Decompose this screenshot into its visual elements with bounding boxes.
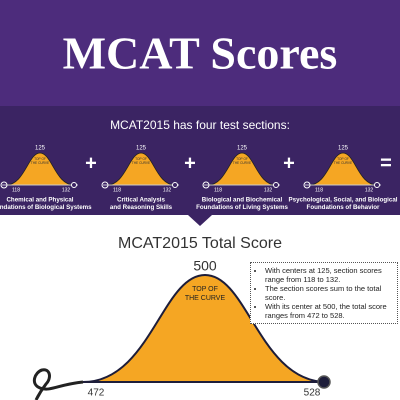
section-max: 132: [365, 187, 374, 193]
operator: +: [283, 152, 295, 174]
section-name: Foundations of Behavior: [307, 204, 380, 211]
title-band: [0, 0, 400, 106]
section-curve: [106, 152, 176, 186]
note: The section scores sum to the total scor…: [265, 284, 393, 302]
section-start: [101, 181, 109, 189]
note: With centers at 125, section scores rang…: [265, 266, 393, 284]
section-peak: THE CURVE: [233, 161, 251, 165]
notes-list: With centers at 125, section scores rang…: [255, 266, 393, 320]
section-peak: TOP OF: [135, 157, 147, 161]
page-title: MCAT Scores: [63, 28, 338, 79]
section-peak: TOP OF: [236, 157, 248, 161]
section-start: [0, 181, 8, 189]
section-peak: TOP OF: [337, 157, 349, 161]
section-center: 125: [35, 146, 46, 152]
sections-intro: MCAT2015 has four test sections:: [110, 118, 290, 132]
section-end: [374, 182, 380, 188]
section-name: Critical Analysis: [117, 197, 165, 204]
section-start: [202, 181, 210, 189]
total-max: 528: [304, 388, 321, 399]
section-min: 118: [12, 187, 20, 193]
section-end: [172, 182, 178, 188]
section-curve: [308, 152, 378, 186]
total-peak: TOP OF: [192, 286, 218, 293]
stethoscope-tube: [32, 368, 84, 400]
note: With its center at 500, the total score …: [265, 302, 393, 320]
section-curve: [207, 152, 277, 186]
section-min: 118: [214, 187, 222, 193]
operator: =: [380, 152, 392, 174]
section-end: [71, 182, 77, 188]
section-name: and Reasoning Skills: [110, 204, 173, 211]
section-peak: THE CURVE: [31, 161, 49, 165]
sections-band: [0, 106, 400, 226]
section-name: Biological and Biochemical: [202, 197, 283, 204]
total-curve: [82, 273, 328, 383]
notes-box: With centers at 125, section scores rang…: [250, 262, 398, 324]
section-peak: THE CURVE: [132, 161, 150, 165]
operator: +: [85, 152, 97, 174]
stethoscope-head: [317, 375, 331, 389]
section-name: Psychological, Social, and Biological: [289, 197, 398, 204]
section-max: 132: [62, 187, 71, 193]
section-start: [303, 181, 311, 189]
total-title: MCAT2015 Total Score: [118, 235, 282, 252]
section-max: 132: [264, 187, 273, 193]
total-peak: THE CURVE: [185, 295, 226, 302]
operator: +: [184, 152, 196, 174]
section-peak: TOP OF: [34, 157, 46, 161]
section-peak: THE CURVE: [334, 161, 352, 165]
section-min: 118: [315, 187, 323, 193]
section-name: Foundations of Biological Systems: [0, 204, 92, 211]
section-center: 125: [237, 146, 248, 152]
total-center: 500: [193, 258, 217, 274]
section-end: [273, 182, 279, 188]
section-center: 125: [136, 146, 147, 152]
total-min: 472: [88, 388, 105, 399]
section-name: Chemical and Physical: [6, 197, 73, 204]
section-min: 118: [113, 187, 121, 193]
section-curve: [5, 152, 75, 186]
section-max: 132: [163, 187, 172, 193]
section-center: 125: [338, 146, 349, 152]
section-name: Foundations of Living Systems: [196, 204, 288, 211]
